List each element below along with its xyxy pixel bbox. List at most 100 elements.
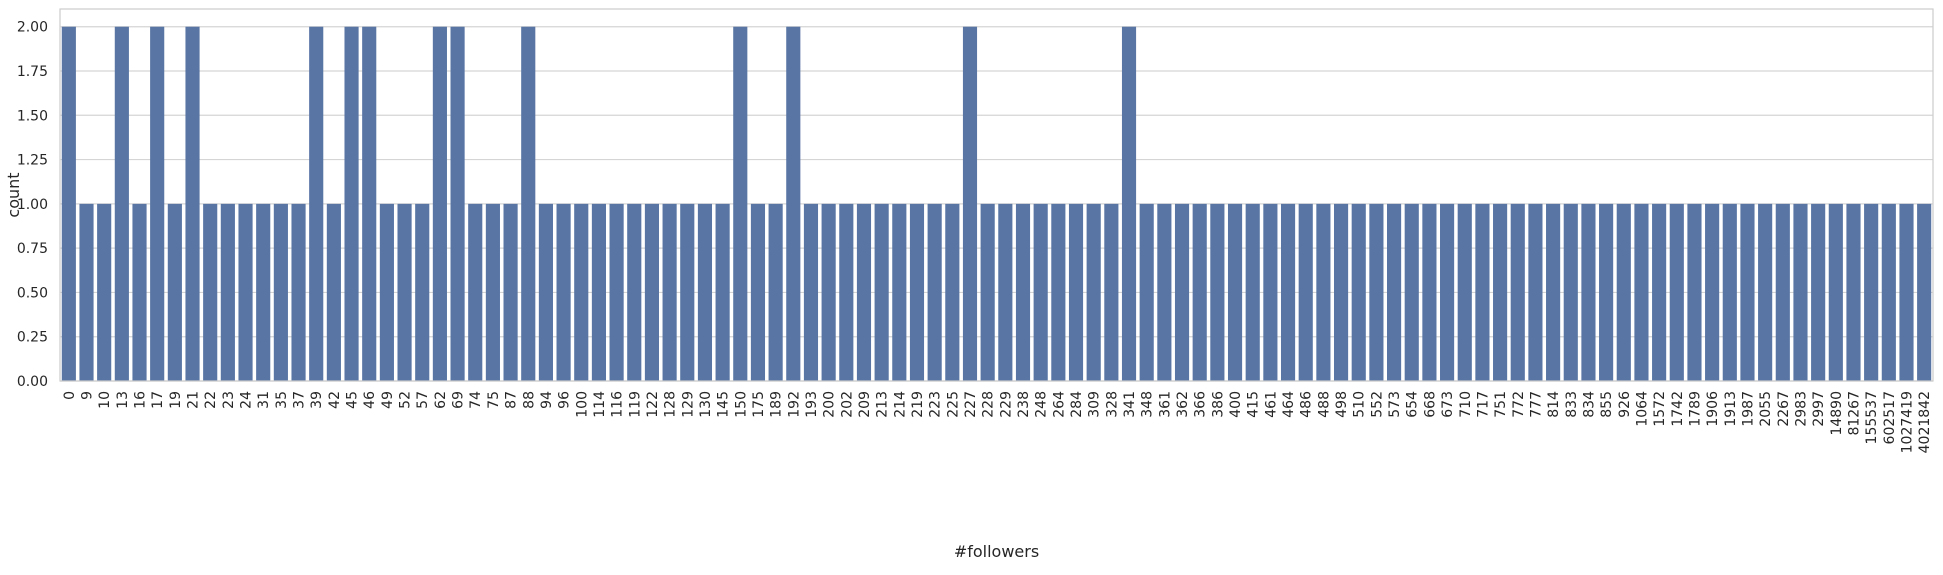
x-tick-label: 150: [733, 391, 749, 418]
bar: [1687, 203, 1702, 381]
bar: [627, 203, 642, 381]
bar: [1634, 203, 1649, 381]
x-tick-label: 573: [1387, 391, 1403, 418]
bar: [185, 26, 200, 381]
x-tick-label: 1987: [1740, 391, 1756, 427]
x-tick-label: 717: [1475, 391, 1491, 418]
y-tick-label: 0.00: [17, 374, 48, 390]
x-tick-label: 23: [221, 391, 237, 409]
x-tick-label: 510: [1352, 391, 1368, 418]
bar: [909, 203, 925, 381]
x-tick-label: 488: [1316, 391, 1332, 418]
bar: [733, 26, 748, 381]
bar: [1510, 203, 1525, 381]
bar: [1899, 203, 1914, 381]
bar: [1139, 203, 1154, 381]
bar: [114, 26, 129, 381]
x-tick-label: 1572: [1652, 391, 1668, 427]
x-tick-label: 710: [1458, 391, 1474, 418]
bar: [379, 203, 394, 381]
bar: [998, 203, 1013, 381]
bar: [768, 203, 783, 381]
x-tick-label: 45: [345, 391, 361, 409]
bar: [1652, 203, 1667, 381]
x-tick-label: 668: [1422, 391, 1438, 418]
x-tick-label: 1789: [1687, 391, 1703, 427]
x-tick-label: 130: [698, 391, 714, 418]
bar: [1475, 203, 1490, 381]
bar: [1174, 203, 1190, 381]
x-tick-label: 88: [521, 391, 537, 409]
x-tick-label: 22: [203, 391, 219, 409]
x-tick-label: 189: [769, 391, 785, 418]
bar: [203, 203, 218, 381]
y-tick-label: 0.25: [17, 330, 48, 346]
x-tick-label: 81267: [1846, 391, 1862, 436]
bar: [1722, 203, 1737, 381]
x-tick-label: 119: [627, 391, 643, 418]
bar: [1245, 203, 1260, 381]
bar: [291, 203, 306, 381]
bar: [1104, 203, 1119, 381]
bar: [1758, 203, 1773, 381]
x-tick-label: 193: [804, 391, 820, 418]
bar: [680, 203, 695, 381]
bar: [750, 203, 766, 381]
bar: [945, 203, 960, 381]
x-tick-label: 238: [1016, 391, 1032, 418]
x-tick-label: 751: [1493, 391, 1509, 418]
y-tick-label: 2.00: [17, 20, 48, 36]
bar: [1793, 203, 1808, 381]
x-tick-label: 94: [539, 391, 555, 409]
x-tick-label: 400: [1228, 391, 1244, 418]
bar: [1210, 203, 1225, 381]
x-tick-label: 74: [468, 391, 484, 409]
bar: [609, 203, 624, 381]
bar: [132, 203, 147, 381]
bar: [1775, 203, 1790, 381]
bar: [1422, 203, 1437, 381]
bars: [61, 26, 1932, 381]
x-tick-label: 122: [645, 391, 661, 418]
x-tick-label: 175: [751, 391, 767, 418]
x-tick-label: 348: [1140, 391, 1156, 418]
x-tick-label: 855: [1599, 391, 1615, 418]
y-tick-label: 0.75: [17, 241, 48, 257]
x-tick-label: 777: [1528, 391, 1544, 418]
x-tick-label: 14890: [1829, 391, 1845, 436]
bar: [1369, 203, 1384, 381]
x-tick-label: 1027419: [1899, 391, 1915, 453]
bar: [715, 203, 730, 381]
bar: [556, 203, 571, 381]
x-tick-label: 31: [256, 391, 272, 409]
bar: [1086, 203, 1101, 381]
bar: [220, 203, 235, 381]
x-tick-label: 552: [1369, 391, 1385, 418]
bar: [1051, 203, 1066, 381]
bar: [980, 203, 995, 381]
x-tick-label: 228: [981, 391, 997, 418]
bar: [574, 203, 589, 381]
x-tick-label: 19: [168, 391, 184, 409]
bar: [874, 203, 889, 381]
bar: [485, 203, 500, 381]
x-tick-label: 2055: [1758, 391, 1774, 427]
bar: [1440, 203, 1455, 381]
x-tick-label: 328: [1104, 391, 1120, 418]
x-tick-label: 35: [274, 391, 290, 409]
x-tick-label: 16: [133, 391, 149, 409]
bar: [1298, 203, 1313, 381]
bar: [1881, 203, 1896, 381]
bar: [1563, 203, 1578, 381]
x-tick-label: 69: [451, 391, 467, 409]
bar: [1811, 203, 1826, 381]
y-tick-label: 1.25: [17, 153, 48, 169]
bar: [238, 203, 253, 381]
x-tick-label: 39: [309, 391, 325, 409]
bar: [1493, 203, 1508, 381]
x-tick-label: 128: [663, 391, 679, 418]
x-tick-label: 202: [839, 391, 855, 418]
x-tick-label: 219: [910, 391, 926, 418]
y-tick-label: 1.00: [17, 197, 48, 213]
